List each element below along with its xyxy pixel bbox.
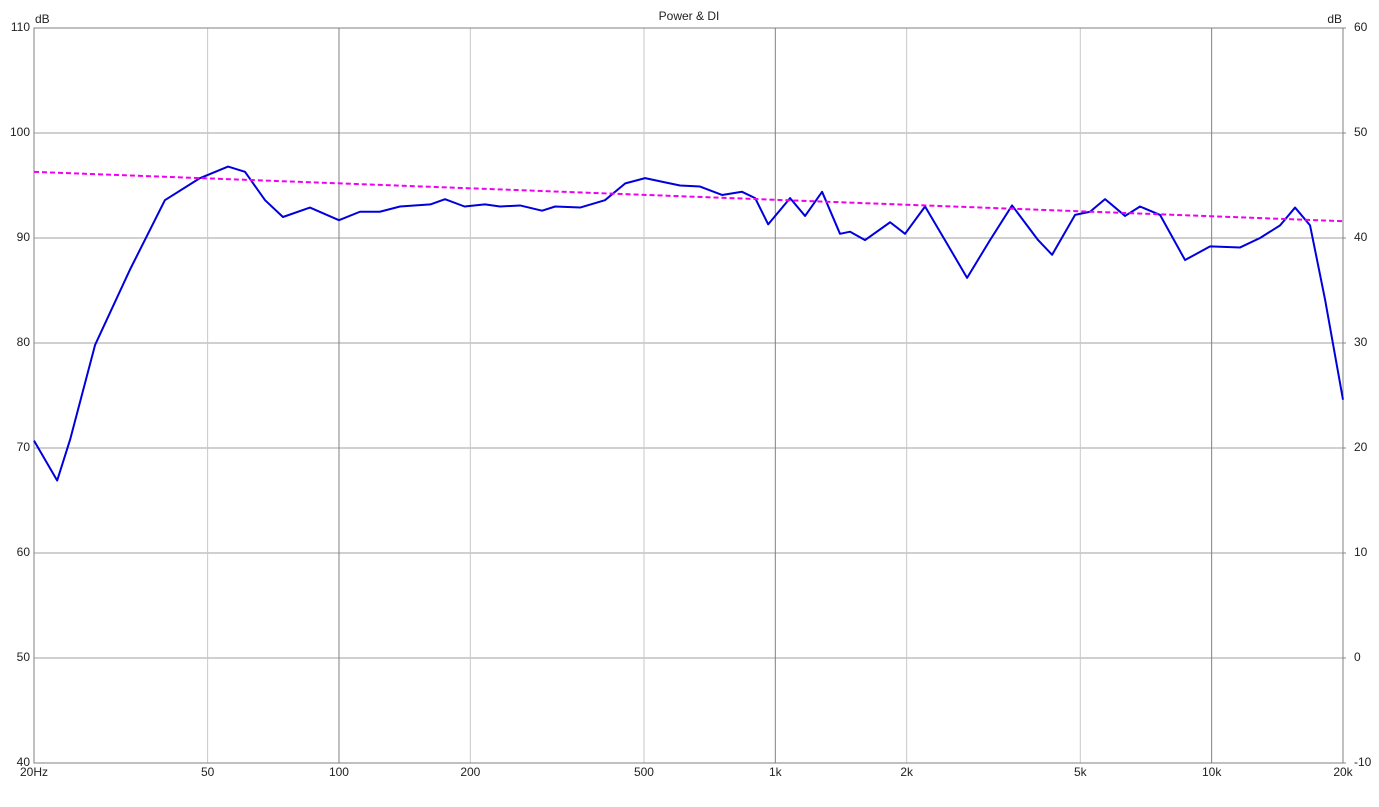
x-tick-label: 200 — [460, 765, 480, 779]
y-tick-label: 100 — [10, 125, 30, 139]
y2-tick-label: 0 — [1354, 650, 1361, 664]
y2-tick-label: 50 — [1354, 125, 1368, 139]
y-tick-label: 40 — [17, 755, 31, 769]
x-tick-label: 50 — [201, 765, 215, 779]
y-tick-label: 50 — [17, 650, 31, 664]
y2-tick-label: 40 — [1354, 230, 1368, 244]
x-tick-label: 20k — [1333, 765, 1353, 779]
y-axis-label: dB — [35, 12, 50, 26]
y-tick-label: 60 — [17, 545, 31, 559]
chart-title: Power & DI — [659, 9, 720, 23]
y-tick-label: 80 — [17, 335, 31, 349]
x-tick-label: 500 — [634, 765, 654, 779]
x-tick-label: 2k — [900, 765, 914, 779]
y2-tick-label: 60 — [1354, 20, 1368, 34]
y2-tick-label: 30 — [1354, 335, 1368, 349]
x-tick-label: 100 — [329, 765, 349, 779]
x-tick-label: 10k — [1202, 765, 1222, 779]
y-tick-label: 90 — [17, 230, 31, 244]
series-line — [33, 170, 1344, 223]
y-tick-label: 70 — [17, 440, 31, 454]
y2-tick-label: -10 — [1354, 755, 1372, 769]
y2-axis-label: dB — [1327, 12, 1342, 26]
y-tick-label: 110 — [11, 20, 30, 34]
x-tick-label: 1k — [769, 765, 783, 779]
x-tick-label: 5k — [1074, 765, 1088, 779]
x-tick-label: 20Hz — [20, 765, 48, 779]
y2-tick-label: 10 — [1354, 545, 1368, 559]
y2-tick-label: 20 — [1354, 440, 1368, 454]
